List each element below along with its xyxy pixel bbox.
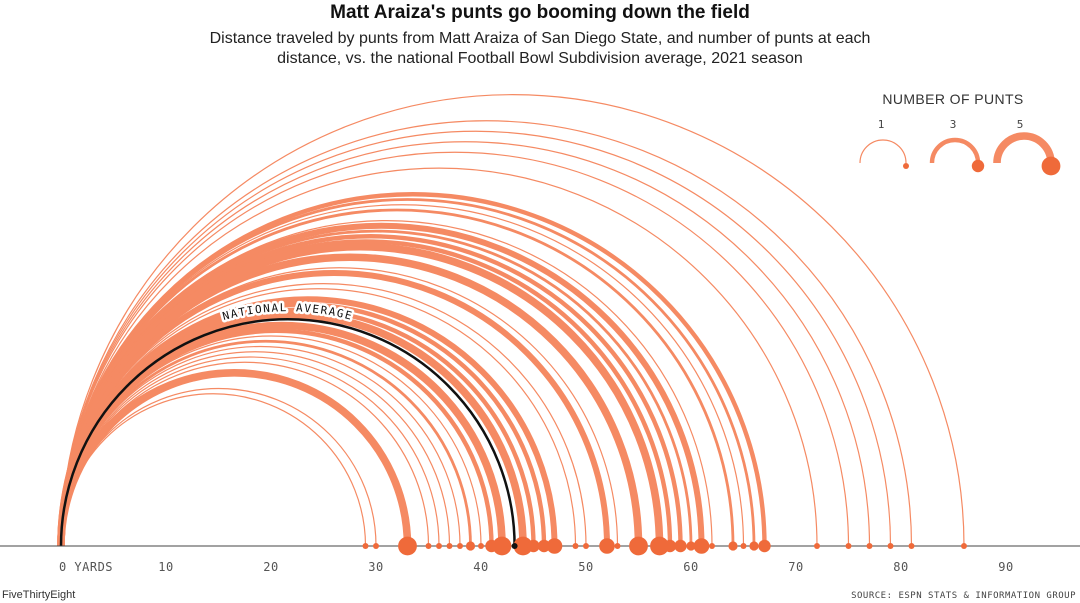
punt-arc-33 xyxy=(57,368,412,547)
punt-dot-37 xyxy=(446,543,453,549)
legend-label-5: 5 xyxy=(1017,118,1024,131)
legend-label-1: 1 xyxy=(878,118,885,131)
punt-dot-59 xyxy=(674,539,687,553)
legend-label-3: 3 xyxy=(950,118,957,131)
punt-arc-79 xyxy=(60,130,892,547)
punt-arc-86 xyxy=(60,93,965,547)
punt-arc-72 xyxy=(60,167,818,547)
legend-arc-5 xyxy=(993,132,1055,164)
legend-dot-1 xyxy=(903,163,909,169)
punt-dot-64 xyxy=(728,541,738,551)
punt-dot-55 xyxy=(629,536,648,556)
punt-dot-81 xyxy=(908,543,915,549)
punt-dot-50 xyxy=(583,543,589,549)
punt-dot-77 xyxy=(866,543,873,549)
x-tick-label: 50 xyxy=(578,560,593,574)
x-tick-label: 40 xyxy=(473,560,488,574)
punt-arc-29 xyxy=(60,393,367,547)
punt-dot-38 xyxy=(457,543,463,549)
punt-arc-52 xyxy=(58,270,610,547)
punt-dot-57 xyxy=(650,536,669,556)
x-tick-label: 60 xyxy=(683,560,698,574)
legend-arc-3 xyxy=(929,137,981,164)
x-tick-label: 70 xyxy=(788,560,803,574)
chart-title: Matt Araiza's punts go booming down the … xyxy=(330,2,750,23)
punt-arcs xyxy=(57,93,965,547)
x-axis-ticks: 0 YARDS 10 20 30 40 50 60 70 80 90 xyxy=(59,560,1013,574)
punt-dot-36 xyxy=(436,543,442,549)
x-tick-label: 90 xyxy=(998,560,1013,574)
punt-dots xyxy=(362,536,967,556)
punt-dot-35 xyxy=(425,543,432,549)
punt-dot-49 xyxy=(572,543,579,549)
punt-arc-81 xyxy=(60,120,913,547)
punt-dot-40 xyxy=(478,543,484,549)
brand-credit: FiveThirtyEight xyxy=(2,589,76,601)
punt-dot-61 xyxy=(693,538,710,554)
source-credit: SOURCE: ESPN STATS & INFORMATION GROUP xyxy=(851,591,1076,601)
punt-arc-75 xyxy=(60,151,850,547)
legend: NUMBER OF PUNTS 1 3 5 xyxy=(859,91,1061,176)
legend-arc-1 xyxy=(859,139,907,164)
punt-dot-66 xyxy=(749,541,759,551)
average-arc-line xyxy=(59,318,516,547)
punt-dot-30 xyxy=(373,543,379,549)
x-tick-label: 80 xyxy=(893,560,908,574)
punt-dot-86 xyxy=(961,543,967,549)
x-tick-label: 20 xyxy=(263,560,278,574)
punt-dot-47 xyxy=(546,538,563,554)
punt-dot-33 xyxy=(398,536,417,556)
legend-dot-5 xyxy=(1041,156,1061,176)
average-dot xyxy=(511,543,518,549)
punt-dot-65 xyxy=(740,543,747,549)
punt-arc-77 xyxy=(60,141,871,547)
punt-dot-62 xyxy=(709,543,715,549)
punt-dot-53 xyxy=(614,543,621,549)
punt-dot-46 xyxy=(537,539,551,553)
punt-dot-52 xyxy=(599,538,615,554)
x-tick-label: 10 xyxy=(158,560,173,574)
punt-dot-39 xyxy=(465,541,476,551)
chart-subtitle: Distance traveled by punts from Matt Ara… xyxy=(209,30,871,67)
x-tick-label: 0 YARDS xyxy=(59,560,113,574)
punt-dot-44 xyxy=(513,536,533,556)
punt-dot-72 xyxy=(814,543,820,549)
punt-dot-58 xyxy=(663,539,677,553)
legend-dot-3 xyxy=(971,159,985,173)
punt-dot-29 xyxy=(362,543,369,549)
punt-dot-67 xyxy=(758,539,771,553)
legend-title: NUMBER OF PUNTS xyxy=(882,91,1023,107)
punt-dot-60 xyxy=(686,541,696,551)
punt-dot-75 xyxy=(845,543,852,549)
x-tick-label: 30 xyxy=(368,560,383,574)
punt-dot-79 xyxy=(887,543,894,549)
punt-dot-42 xyxy=(492,536,512,556)
punt-dot-45 xyxy=(527,539,540,553)
